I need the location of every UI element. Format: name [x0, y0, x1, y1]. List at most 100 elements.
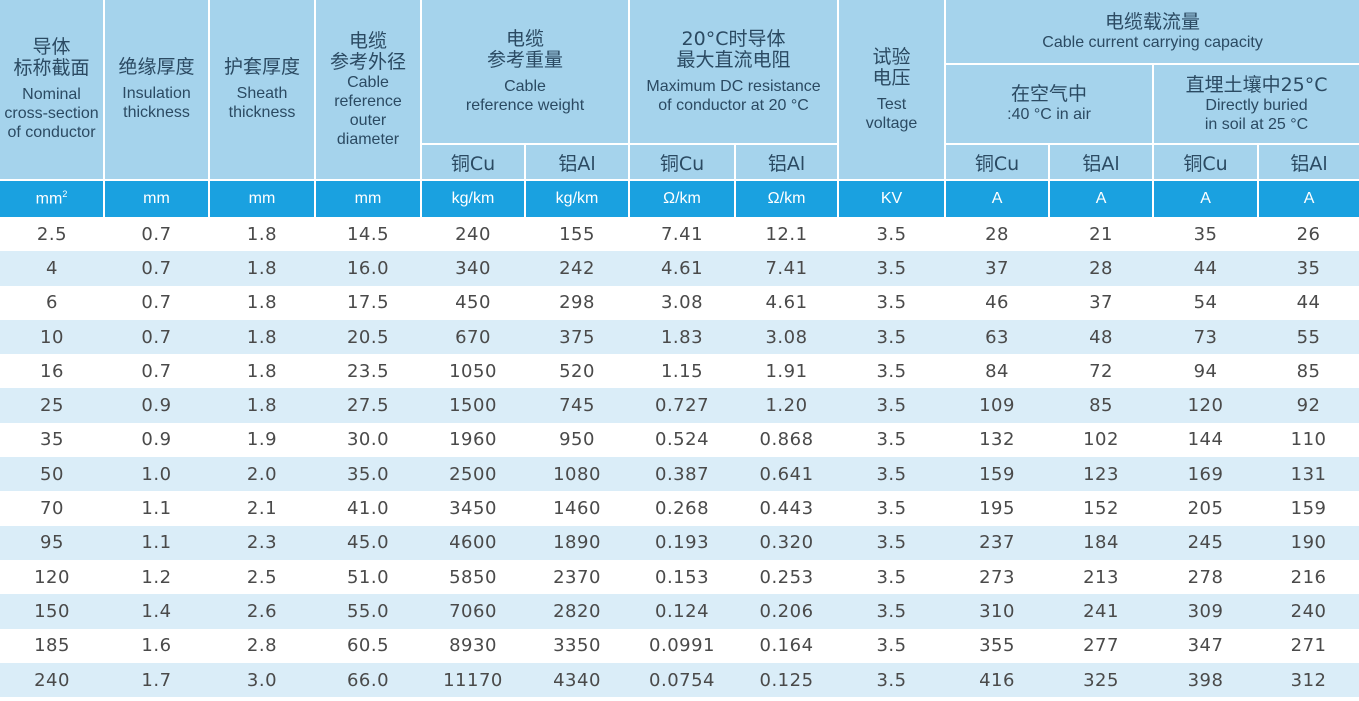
cell-res-cu: 0.193 [629, 525, 736, 560]
cell-air-al: 85 [1049, 388, 1154, 423]
cell-diameter: 66.0 [315, 662, 421, 698]
table-row: 2.5 0.7 1.8 14.5 240 155 7.41 12.1 3.5 28 21 35 26 [0, 217, 1359, 252]
table-body: 2.5 0.7 1.8 14.5 240 155 7.41 12.1 3.5 28 21 35 26 4 0… [0, 217, 1359, 698]
units-row: mm2 mm mm mm kg/km kg/km Ω/km Ω/km KV A … [0, 180, 1359, 217]
cell-section: 240 [0, 662, 104, 698]
cell-insulation: 1.4 [104, 594, 209, 629]
header-insulation: 绝缘厚度 Insulation thickness [104, 0, 210, 181]
cell-insulation: 0.9 [104, 422, 209, 458]
cell-air-al: 152 [1049, 491, 1154, 526]
table-row: 95 1.1 2.3 45.0 4600 1890 0.193 0.320 3.5 237 184 2… [0, 525, 1359, 560]
cell-weight-al: 155 [525, 217, 630, 252]
cell-voltage: 3.5 [838, 491, 946, 526]
table-row: 16 0.7 1.8 23.5 1050 520 1.15 1.91 3.5 84 72 94 85 [0, 354, 1359, 389]
cell-res-al: 4.61 [735, 285, 839, 320]
cell-soil-cu: 120 [1153, 388, 1259, 423]
header-capacity-zh: 电缆载流量 [1105, 10, 1201, 33]
header-insulation-zh: 绝缘厚度 [118, 56, 195, 78]
cell-soil-cu: 205 [1153, 491, 1259, 526]
cell-section: 35 [0, 422, 104, 458]
cell-air-al: 277 [1049, 628, 1154, 663]
cell-air-cu: 237 [945, 525, 1050, 560]
subheader-air-cu-label: 铜Cu [974, 152, 1020, 175]
cell-weight-cu: 1500 [421, 388, 525, 423]
cell-air-al: 37 [1049, 285, 1154, 320]
cell-res-cu: 1.83 [629, 319, 736, 355]
subheader-weight-al: 铝Al [525, 144, 631, 181]
cell-sheath: 2.5 [209, 559, 315, 595]
cell-air-al: 48 [1049, 319, 1154, 355]
cell-diameter: 41.0 [315, 491, 421, 526]
cell-soil-cu: 54 [1153, 285, 1259, 320]
cell-soil-cu: 169 [1153, 457, 1259, 492]
cell-diameter: 16.0 [315, 251, 421, 286]
cell-section: 10 [0, 319, 104, 355]
cell-voltage: 3.5 [838, 662, 946, 698]
table-row: 50 1.0 2.0 35.0 2500 1080 0.387 0.641 3.5 159 123 1… [0, 457, 1359, 492]
cell-sheath: 1.8 [209, 319, 315, 355]
cell-air-cu: 273 [945, 559, 1050, 595]
cell-soil-al: 85 [1258, 354, 1359, 389]
cell-sheath: 2.8 [209, 628, 315, 663]
cell-res-al: 3.08 [735, 319, 839, 355]
header-weight-zh: 电缆 参考重量 [487, 27, 564, 71]
header-section-en: Nominal cross-section of conductor [4, 86, 99, 141]
header-resistance-en: Maximum DC resistance of conductor at 20… [646, 77, 821, 114]
table-row: 35 0.9 1.9 30.0 1960 950 0.524 0.868 3.5 132 102 14… [0, 422, 1359, 458]
cell-insulation: 0.7 [104, 319, 209, 355]
cell-weight-cu: 670 [421, 319, 525, 355]
cell-insulation: 0.7 [104, 285, 209, 320]
cell-soil-cu: 309 [1153, 594, 1259, 629]
cell-insulation: 0.7 [104, 251, 209, 286]
cell-res-cu: 0.153 [629, 559, 736, 595]
cell-diameter: 60.5 [315, 628, 421, 663]
table-row: 25 0.9 1.8 27.5 1500 745 0.727 1.20 3.5 109 85 120 9… [0, 388, 1359, 423]
table-row: 185 1.6 2.8 60.5 8930 3350 0.0991 0.164 3.5 355 27… [0, 628, 1359, 663]
unit-soil-al: A [1258, 180, 1359, 217]
cell-section: 95 [0, 525, 104, 560]
cell-res-cu: 0.524 [629, 422, 736, 458]
cell-weight-al: 1890 [525, 525, 630, 560]
cell-weight-cu: 3450 [421, 491, 525, 526]
cell-air-al: 102 [1049, 422, 1154, 458]
header-resistance: 20°C时导体 最大直流电阻 Maximum DC resistance of … [629, 0, 840, 145]
cell-res-al: 1.91 [735, 354, 839, 389]
cell-sheath: 1.9 [209, 422, 315, 458]
cell-soil-al: 240 [1258, 594, 1359, 629]
header-voltage: 试验 电压 Test voltage [838, 0, 947, 181]
header-diameter: 电缆 参考外径 Cable reference outer diameter [315, 0, 422, 181]
cell-weight-cu: 1960 [421, 422, 525, 458]
cell-weight-cu: 240 [421, 217, 525, 252]
cell-soil-cu: 35 [1153, 217, 1259, 252]
cell-section: 2.5 [0, 217, 104, 252]
cell-weight-al: 375 [525, 319, 630, 355]
cell-insulation: 0.7 [104, 354, 209, 389]
cell-weight-al: 520 [525, 354, 630, 389]
subheader-soil-al-label: 铝Al [1290, 152, 1328, 175]
subheader-air-al-label: 铝Al [1082, 152, 1120, 175]
cell-air-cu: 84 [945, 354, 1050, 389]
cell-soil-al: 26 [1258, 217, 1359, 252]
cell-weight-al: 4340 [525, 662, 630, 698]
header-capacity: 电缆载流量 Cable current carrying capacity [945, 0, 1359, 65]
header-soil: 直埋土壤中25°C Directly buried in soil at 25 … [1153, 64, 1359, 145]
cell-res-al: 1.20 [735, 388, 839, 423]
cell-res-cu: 3.08 [629, 285, 736, 320]
cell-voltage: 3.5 [838, 594, 946, 629]
cell-insulation: 0.9 [104, 388, 209, 423]
cell-voltage: 3.5 [838, 457, 946, 492]
cell-voltage: 3.5 [838, 319, 946, 355]
cell-diameter: 23.5 [315, 354, 421, 389]
cell-diameter: 20.5 [315, 319, 421, 355]
cell-res-cu: 4.61 [629, 251, 736, 286]
cell-soil-cu: 398 [1153, 662, 1259, 698]
header-voltage-en: Test voltage [865, 95, 918, 132]
cell-soil-al: 110 [1258, 422, 1359, 458]
cell-voltage: 3.5 [838, 422, 946, 458]
cell-soil-cu: 73 [1153, 319, 1259, 355]
cell-weight-cu: 5850 [421, 559, 525, 595]
subheader-soil-cu: 铜Cu [1153, 144, 1260, 181]
cell-voltage: 3.5 [838, 525, 946, 560]
cell-voltage: 3.5 [838, 628, 946, 663]
subheader-soil-al: 铝Al [1258, 144, 1359, 181]
